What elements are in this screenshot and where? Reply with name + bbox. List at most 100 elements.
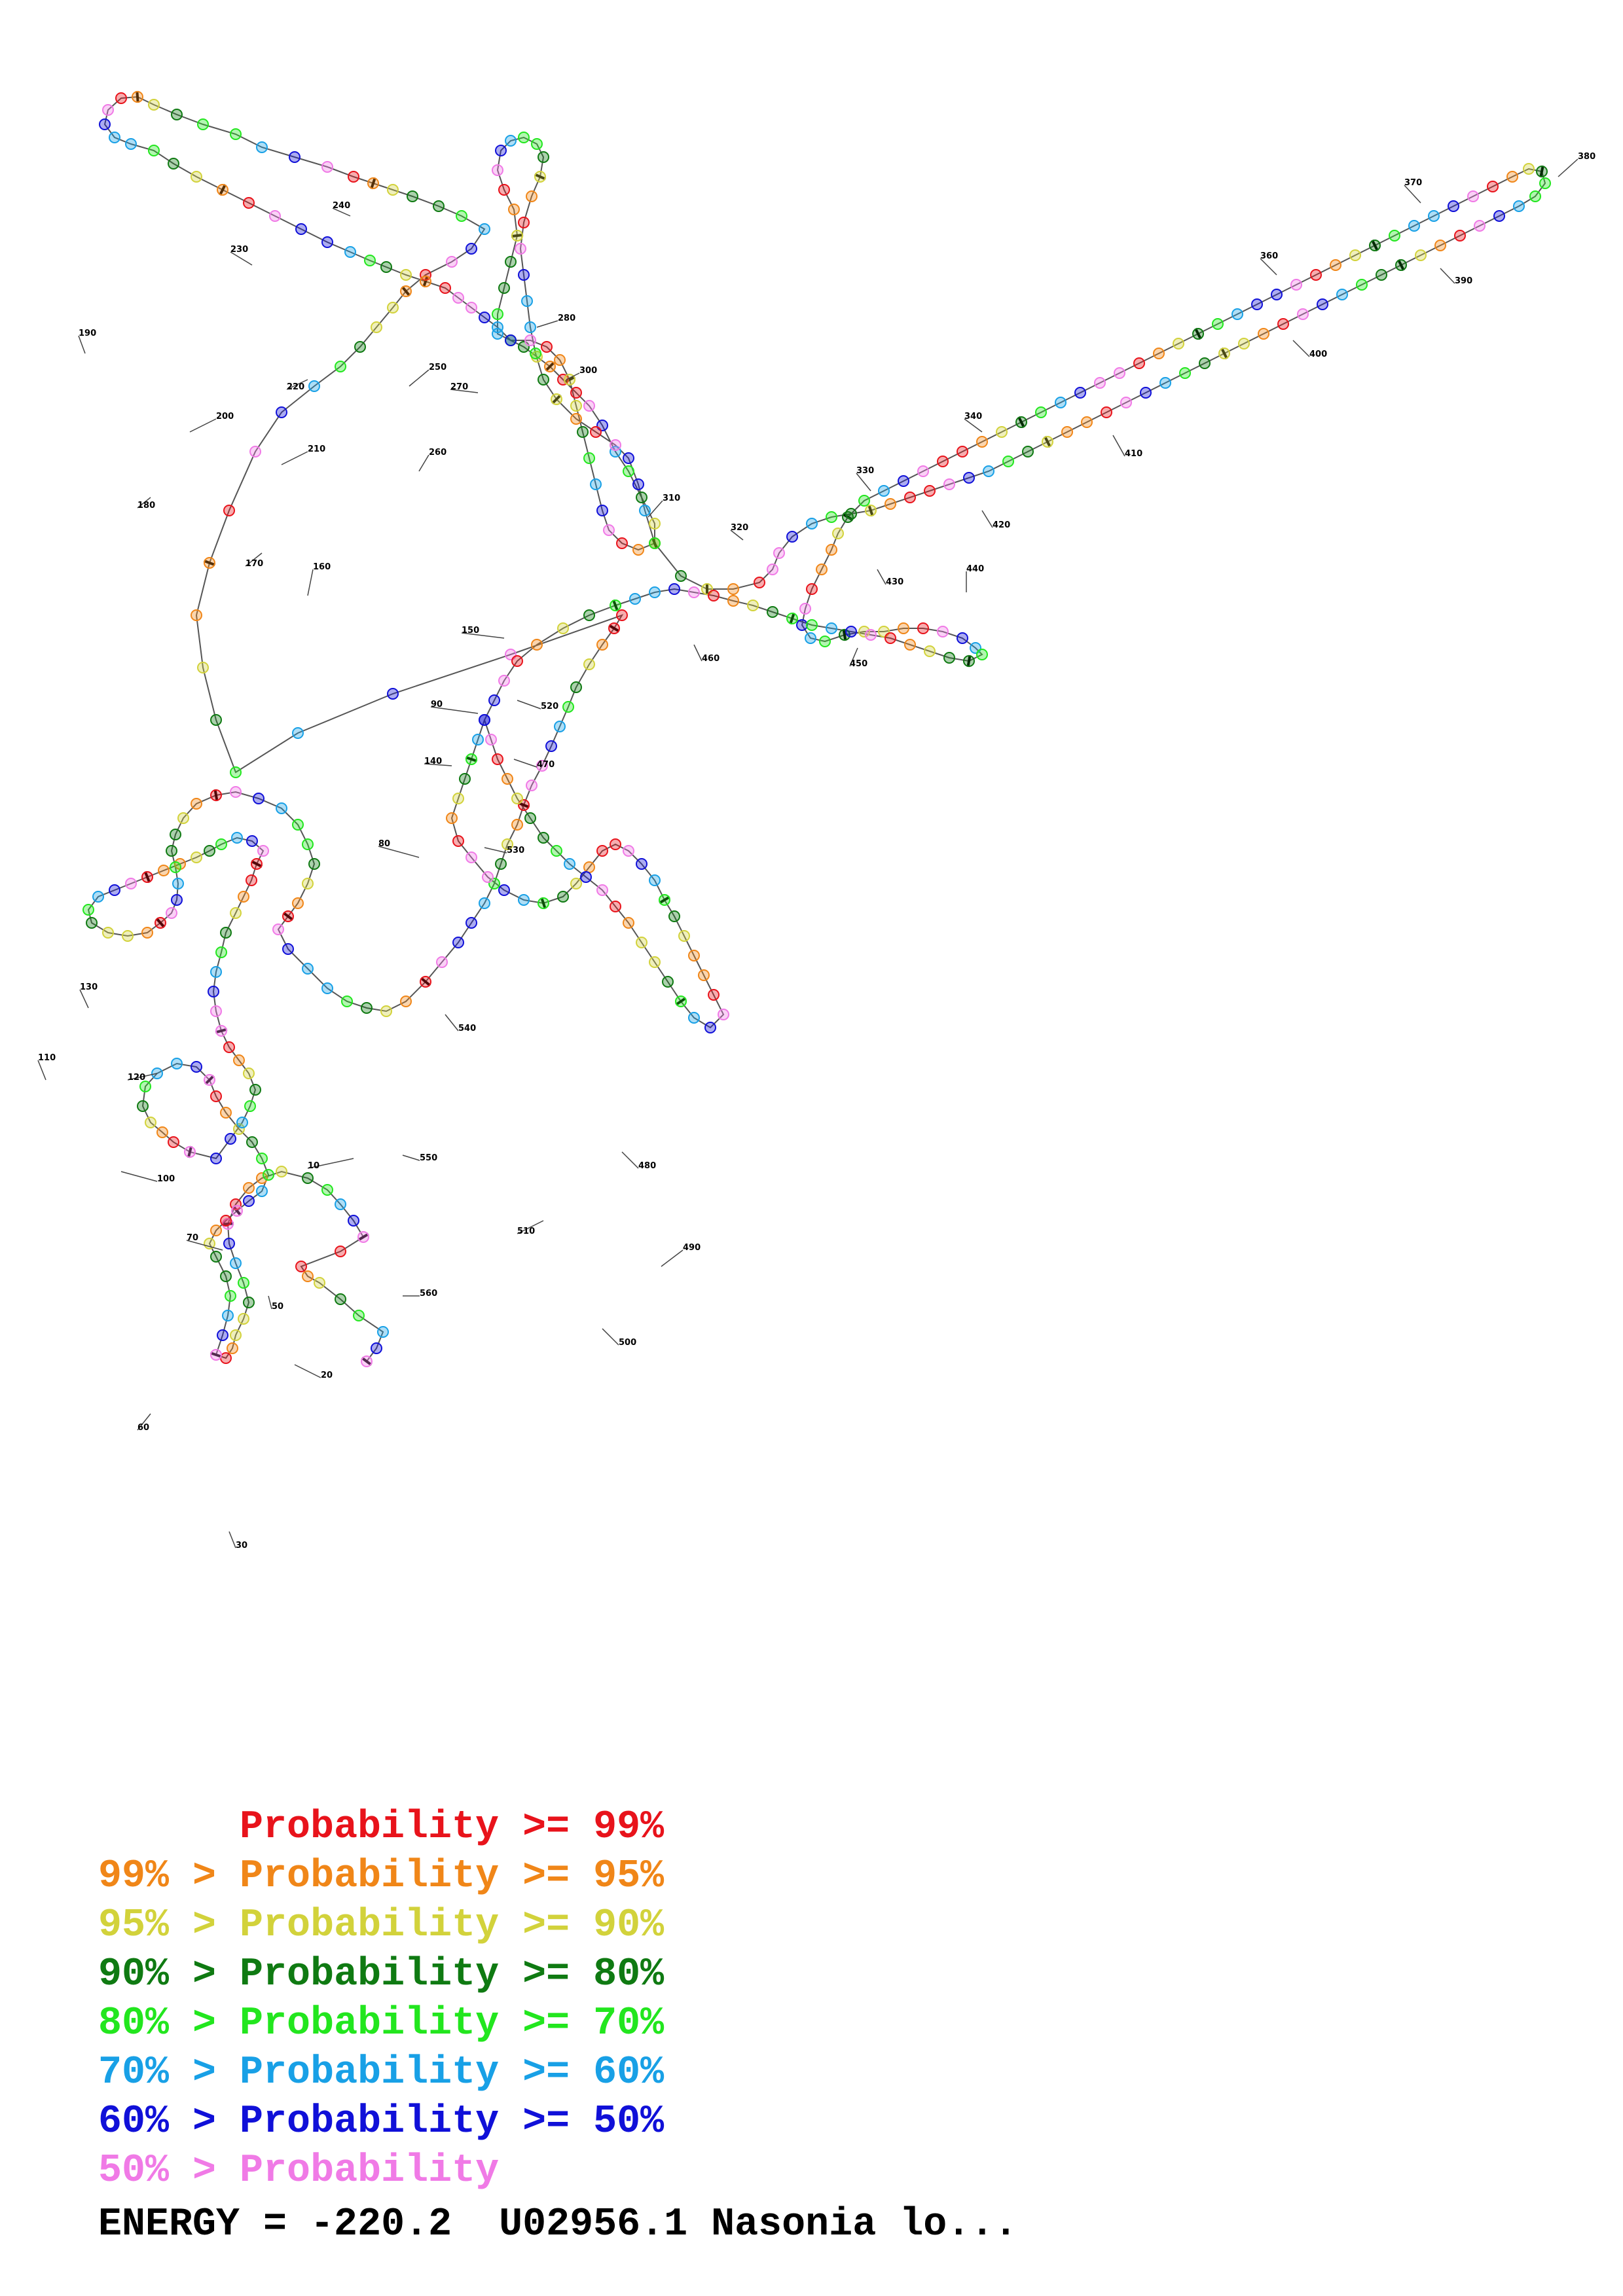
position-number-480: 480: [638, 1161, 656, 1171]
nucleotide: [662, 976, 674, 988]
nucleotide: [608, 622, 620, 634]
nucleotide: [524, 321, 536, 333]
legend-row-p70: 80% > Probability >= 70%: [98, 2000, 664, 2049]
position-tick: [856, 473, 871, 492]
nucleotide: [276, 406, 287, 418]
position-tick: [402, 1155, 420, 1161]
nucleotide: [170, 861, 181, 873]
nucleotide: [623, 465, 634, 477]
nucleotide: [364, 255, 376, 266]
nucleotide: [295, 223, 307, 235]
nucleotide: [976, 649, 988, 660]
base-pair-bond: [357, 1232, 369, 1242]
nucleotide: [767, 606, 778, 618]
nucleotide: [215, 1025, 227, 1037]
nucleotide: [210, 1153, 222, 1164]
nucleotide: [1376, 269, 1387, 281]
position-number-90: 90: [431, 700, 443, 709]
nucleotide: [220, 1215, 232, 1227]
nucleotide: [354, 341, 366, 353]
nucleotide: [223, 505, 235, 516]
nucleotide: [1297, 308, 1309, 320]
base-pair-bond: [203, 559, 216, 567]
position-tick: [378, 846, 420, 858]
nucleotide: [858, 495, 870, 507]
nucleotide: [420, 976, 431, 988]
nucleotide: [230, 766, 242, 778]
legend-text: Probability >= 90%: [240, 1903, 665, 1948]
nucleotide: [257, 845, 269, 857]
nucleotide: [251, 858, 263, 870]
nucleotide: [1173, 338, 1184, 350]
nucleotide: [538, 897, 549, 909]
nucleotide: [767, 564, 778, 575]
nucleotide: [459, 773, 471, 785]
nucleotide: [616, 537, 628, 549]
nucleotide: [1336, 289, 1348, 300]
nucleotide: [102, 927, 114, 939]
nucleotide: [1212, 318, 1224, 330]
position-tick: [1260, 258, 1277, 276]
nucleotide: [1317, 298, 1328, 310]
nucleotide: [554, 721, 566, 732]
nucleotide: [632, 544, 644, 556]
nucleotide: [230, 1257, 242, 1269]
nucleotide: [302, 1270, 314, 1282]
nucleotide: [1022, 446, 1034, 457]
nucleotide: [387, 184, 399, 196]
legend-row-p50: 60% > Probability >= 50%: [98, 2098, 664, 2147]
nucleotide: [649, 518, 661, 529]
position-number-20: 20: [321, 1371, 333, 1380]
nucleotide: [996, 426, 1008, 438]
nucleotide: [465, 302, 477, 314]
nucleotide: [1061, 426, 1073, 438]
base-pair-bond: [219, 184, 227, 196]
nucleotide: [773, 547, 785, 559]
nucleotide: [1356, 279, 1368, 291]
nucleotide: [668, 910, 680, 922]
nucleotide: [688, 586, 700, 598]
position-number-250: 250: [429, 363, 447, 372]
position-tick: [424, 763, 452, 766]
nucleotide: [223, 1041, 235, 1053]
base-pair-bond: [143, 870, 151, 884]
position-number-190: 190: [79, 329, 96, 338]
nucleotide: [541, 341, 553, 353]
position-tick: [661, 1249, 684, 1267]
base-pair-bond: [651, 537, 659, 550]
position-tick: [517, 1220, 544, 1234]
nucleotide: [215, 838, 227, 850]
position-tick: [1558, 158, 1578, 177]
nucleotide: [518, 894, 530, 906]
nucleotide: [141, 871, 153, 883]
nucleotide: [1042, 436, 1053, 448]
nucleotide: [269, 210, 281, 222]
nucleotide: [511, 793, 523, 804]
base-pair-bond: [1194, 328, 1202, 340]
nucleotide: [217, 184, 228, 196]
nucleotide: [1238, 338, 1250, 350]
position-number-160: 160: [313, 562, 331, 572]
base-pair-bond: [545, 361, 555, 372]
base-pair-bond: [210, 1352, 223, 1358]
nucleotide: [603, 524, 615, 536]
nucleotide: [865, 505, 877, 516]
nucleotide: [125, 878, 137, 889]
nucleotide: [472, 734, 484, 745]
nucleotide: [1310, 269, 1322, 281]
nucleotide: [557, 891, 569, 903]
position-number-500: 500: [619, 1338, 636, 1348]
nucleotide: [168, 1136, 179, 1148]
nucleotide: [570, 387, 582, 399]
nucleotide: [335, 1198, 346, 1210]
base-pair-bond: [608, 624, 620, 633]
nucleotide: [806, 583, 818, 595]
nucleotide: [1448, 200, 1459, 212]
position-tick: [294, 1364, 321, 1378]
nucleotide: [583, 400, 595, 412]
nucleotide: [505, 135, 517, 147]
nucleotide: [172, 878, 184, 889]
nucleotide: [148, 99, 160, 111]
base-pair-bond: [1017, 416, 1025, 428]
base-pair-bond: [1044, 436, 1051, 448]
